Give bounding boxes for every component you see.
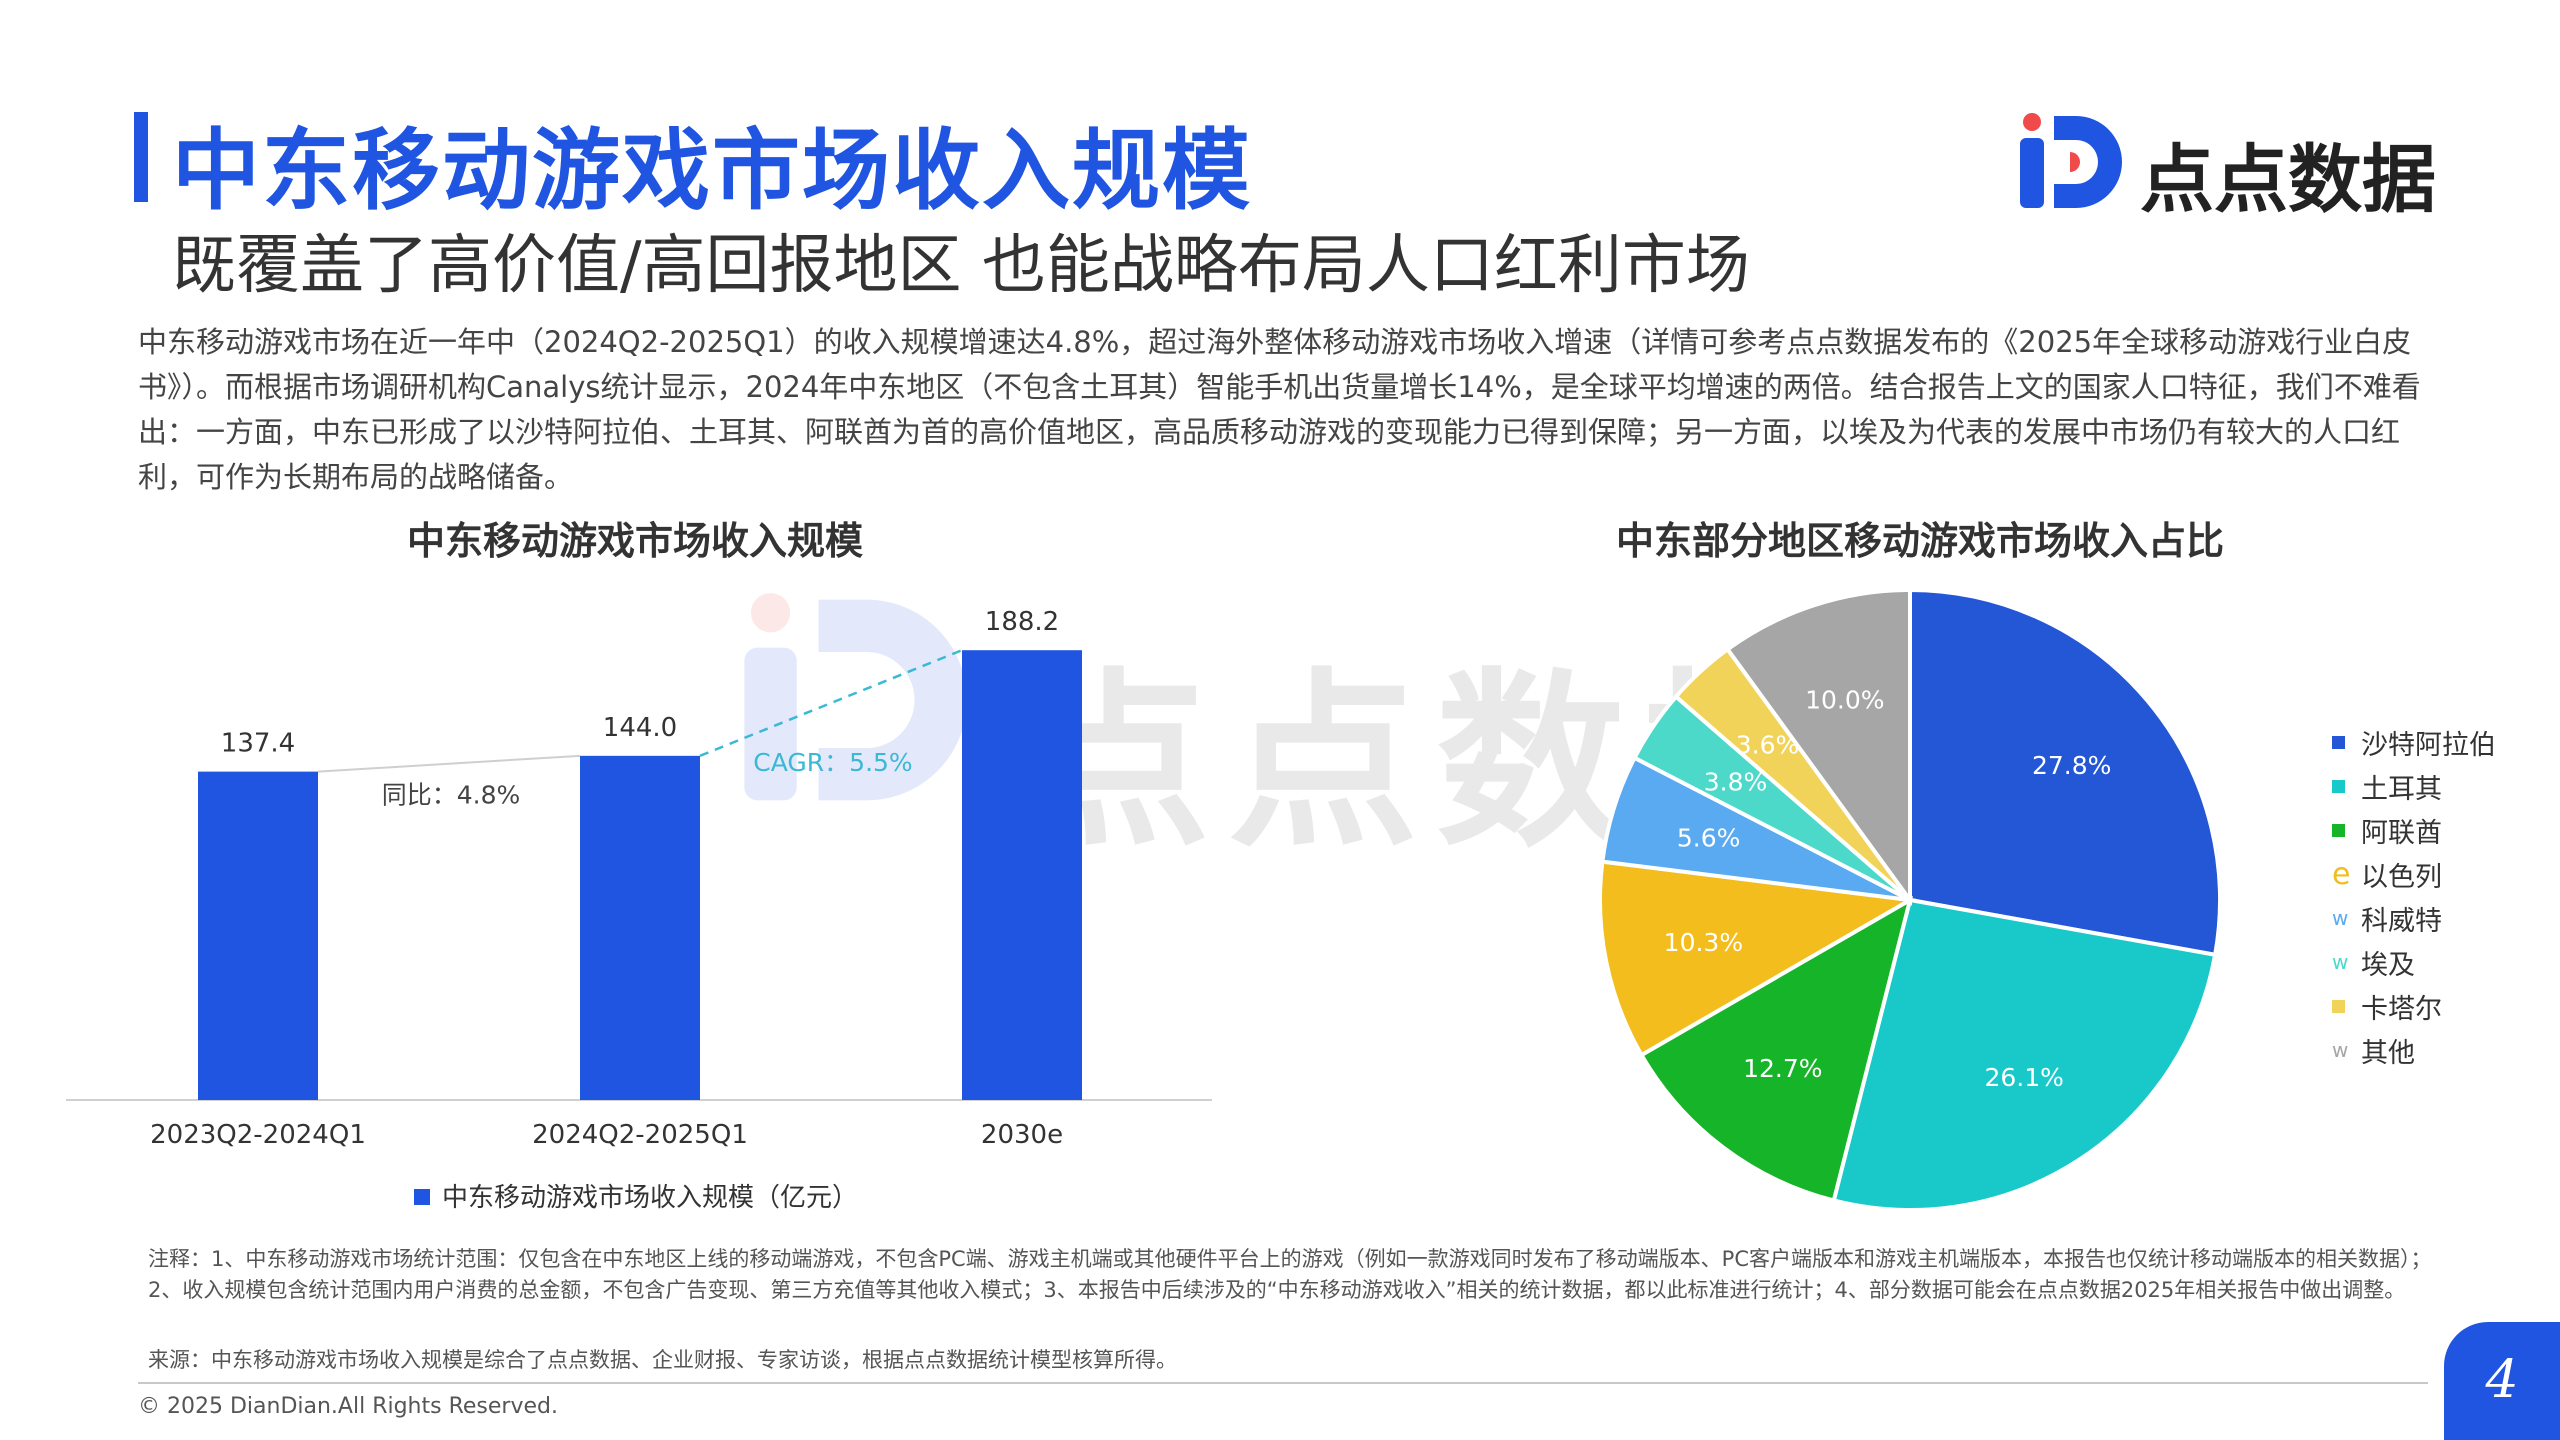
- page-number-tab: 4: [2444, 1322, 2560, 1440]
- pie-value-label: 10.0%: [1805, 686, 1884, 715]
- legend-item: 沙特阿拉伯: [2332, 720, 2496, 764]
- footnote-notes: 注释：1、中东移动游戏市场统计范围：仅包含在中东地区上线的移动端游戏，不包含PC…: [148, 1247, 2432, 1302]
- bar-value-label: 137.4: [221, 729, 295, 759]
- footer-divider: [138, 1382, 2428, 1384]
- legend-item: 阿联酋: [2332, 808, 2496, 852]
- cagr-annotation: CAGR：5.5%: [753, 748, 912, 777]
- legend-item: e 以色列: [2332, 852, 2496, 896]
- legend-label: 卡塔尔: [2361, 993, 2442, 1025]
- bar-legend-label: 中东移动游戏市场收入规模（亿元）: [442, 1183, 858, 1213]
- pie-slice-1: [1908, 587, 2222, 958]
- page-subtitle: 既覆盖了高价值/高回报地区 也能战略布局人口红利市场: [172, 229, 1750, 303]
- legend-label: 埃及: [2361, 949, 2415, 981]
- pie-chart: 27.8%26.1%12.7%10.3%5.6%3.8%3.6%10.0%: [1598, 587, 2222, 1212]
- page-number: 4: [2485, 1350, 2519, 1410]
- pie-value-label: 3.8%: [1704, 768, 1768, 797]
- legend-marker: [2332, 823, 2345, 837]
- diandian-logo-icon: [2020, 113, 2122, 208]
- legend-item: w 埃及: [2332, 940, 2496, 984]
- legend-label: 以色列: [2361, 861, 2442, 893]
- copyright: © 2025 DianDian.All Rights Reserved.: [138, 1394, 558, 1419]
- bar-chart: 同比：4.8% CAGR：5.5% 137.4 2023Q2-2024Q1 144.…: [66, 607, 1212, 1213]
- logo-text: 点点数据: [2140, 137, 2436, 223]
- legend-marker: w: [2332, 1038, 2349, 1062]
- legend-item: w 科威特: [2332, 896, 2496, 940]
- yoy-connector-line: [317, 754, 581, 773]
- yoy-annotation: 同比：4.8%: [382, 781, 521, 810]
- x-tick-label: 2030e: [981, 1120, 1063, 1150]
- pie-value-label: 27.8%: [2032, 751, 2111, 780]
- pie-value-label: 12.7%: [1743, 1054, 1822, 1083]
- legend-label: 其他: [2361, 1037, 2415, 1069]
- bar-value-label: 188.2: [985, 607, 1059, 637]
- legend-label: 科威特: [2361, 905, 2442, 937]
- legend-item: w 其他: [2332, 1028, 2496, 1072]
- legend-marker: [2332, 735, 2345, 749]
- bar-3: [962, 650, 1082, 1100]
- legend-label: 土耳其: [2361, 773, 2442, 805]
- source-note: 来源：中东移动游戏市场收入规模是综合了点点数据、企业财报、专家访谈，根据点点数据…: [148, 1348, 1177, 1372]
- x-tick-label: 2023Q2-2024Q1: [150, 1120, 366, 1150]
- cagr-connector-line: [699, 649, 963, 757]
- legend-label: 沙特阿拉伯: [2361, 729, 2496, 761]
- legend-marker: [2332, 779, 2345, 793]
- pie-slice-2: [1831, 897, 2218, 1212]
- pie-value-label: 26.1%: [1984, 1063, 2063, 1092]
- bar-1: [198, 771, 318, 1100]
- bar-2: [580, 755, 700, 1100]
- bar-value-label: 144.0: [603, 713, 677, 743]
- intro-paragraph: 中东移动游戏市场在近一年中（2024Q2-2025Q1）的收入规模增速达4.8%…: [138, 325, 2421, 494]
- legend-marker: [2332, 999, 2345, 1013]
- brand-logo: 点点数据: [2018, 112, 2448, 223]
- legend-item: 土耳其: [2332, 764, 2496, 808]
- pie-value-label: 5.6%: [1677, 824, 1741, 853]
- legend-item: 卡塔尔: [2332, 984, 2496, 1028]
- legend-swatch-bar: [414, 1189, 430, 1205]
- pie-slice-4: [1598, 859, 1917, 1058]
- pie-slice-3: [1638, 895, 1914, 1203]
- legend-marker: w: [2332, 950, 2349, 974]
- legend-marker: w: [2332, 906, 2349, 930]
- pie-slice-8: [1724, 587, 1912, 907]
- legend-label: 阿联酋: [2361, 817, 2442, 849]
- pie-chart-title: 中东部分地区移动游戏市场收入占比: [1615, 519, 2224, 563]
- pie-legend: 沙特阿拉伯土耳其阿联酋 e 以色列 w 科威特 w 埃及卡塔尔 w 其他: [2332, 720, 2496, 1072]
- x-tick-label: 2024Q2-2025Q1: [532, 1120, 748, 1150]
- pie-value-label: 10.3%: [1664, 928, 1743, 957]
- legend-marker: e: [2332, 856, 2351, 892]
- title-accent-bar: [134, 112, 148, 202]
- bar-chart-title: 中东移动游戏市场收入规模: [406, 519, 863, 563]
- page-title: 中东移动游戏市场收入规模: [172, 119, 1253, 222]
